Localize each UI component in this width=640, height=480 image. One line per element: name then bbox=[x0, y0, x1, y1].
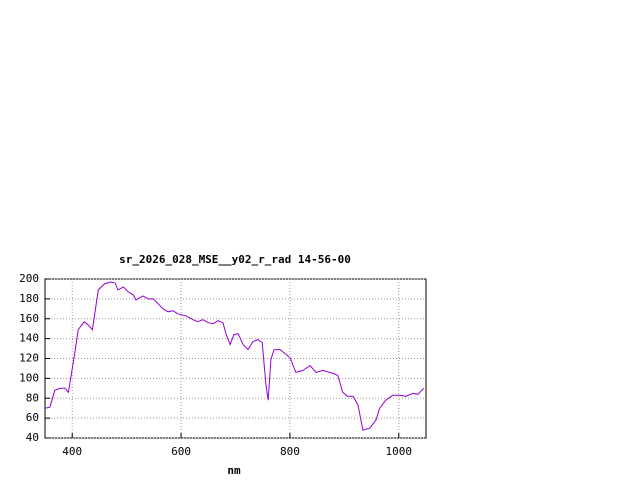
x-tick-label: 600 bbox=[171, 445, 191, 458]
y-tick-label: 120 bbox=[19, 352, 39, 365]
y-tick-label: 160 bbox=[19, 312, 39, 325]
y-tick-label: 80 bbox=[26, 391, 39, 404]
y-tick-label: 140 bbox=[19, 332, 39, 345]
x-axis-label: nm bbox=[227, 464, 241, 477]
y-tick-label: 200 bbox=[19, 272, 39, 285]
y-tick-label: 180 bbox=[19, 292, 39, 305]
x-tick-label: 800 bbox=[280, 445, 300, 458]
data-line bbox=[44, 281, 425, 431]
chart-title: sr_2026_028_MSE__y02_r_rad 14-56-00 bbox=[119, 253, 351, 266]
x-tick-label: 1000 bbox=[386, 445, 413, 458]
y-tick-label: 100 bbox=[19, 371, 39, 384]
x-tick-label: 400 bbox=[62, 445, 82, 458]
y-tick-label: 60 bbox=[26, 411, 39, 424]
y-tick-label: 40 bbox=[26, 431, 39, 444]
